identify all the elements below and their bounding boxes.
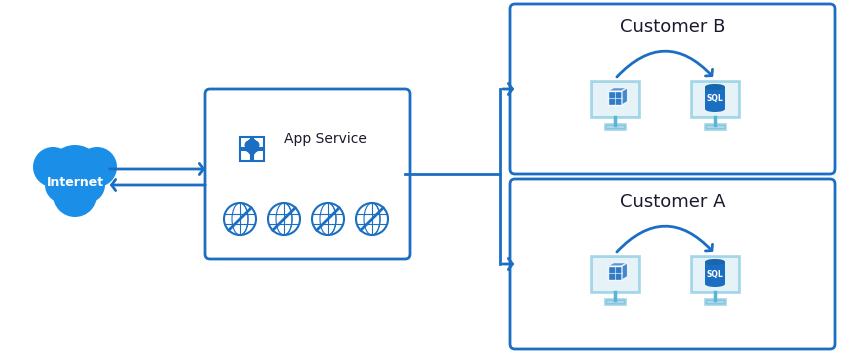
FancyBboxPatch shape (253, 150, 264, 161)
Circle shape (224, 203, 256, 235)
FancyBboxPatch shape (240, 150, 251, 161)
Circle shape (356, 203, 388, 235)
FancyBboxPatch shape (705, 299, 725, 304)
Polygon shape (608, 91, 622, 105)
Polygon shape (608, 263, 627, 266)
FancyBboxPatch shape (691, 256, 739, 292)
Text: Internet: Internet (47, 176, 104, 188)
FancyBboxPatch shape (605, 299, 625, 304)
FancyBboxPatch shape (691, 81, 739, 117)
FancyBboxPatch shape (205, 89, 410, 259)
FancyBboxPatch shape (605, 124, 625, 129)
Polygon shape (622, 88, 627, 105)
FancyBboxPatch shape (510, 4, 835, 174)
Text: SQL: SQL (706, 95, 723, 103)
Text: SQL: SQL (706, 269, 723, 279)
Ellipse shape (705, 84, 725, 90)
Text: Customer A: Customer A (620, 193, 725, 211)
FancyBboxPatch shape (253, 137, 264, 148)
Text: App Service: App Service (284, 132, 367, 146)
Polygon shape (608, 266, 622, 280)
FancyBboxPatch shape (240, 137, 251, 148)
FancyBboxPatch shape (510, 179, 835, 349)
Polygon shape (705, 262, 725, 284)
Ellipse shape (705, 106, 725, 112)
FancyBboxPatch shape (705, 124, 725, 129)
FancyBboxPatch shape (591, 81, 639, 117)
FancyBboxPatch shape (591, 256, 639, 292)
Ellipse shape (705, 259, 725, 265)
Circle shape (312, 203, 344, 235)
Text: Customer B: Customer B (620, 18, 725, 36)
Ellipse shape (705, 84, 725, 90)
Ellipse shape (705, 259, 725, 265)
Polygon shape (622, 263, 627, 280)
Ellipse shape (705, 281, 725, 287)
Polygon shape (705, 87, 725, 109)
Polygon shape (608, 88, 627, 91)
Circle shape (268, 203, 300, 235)
